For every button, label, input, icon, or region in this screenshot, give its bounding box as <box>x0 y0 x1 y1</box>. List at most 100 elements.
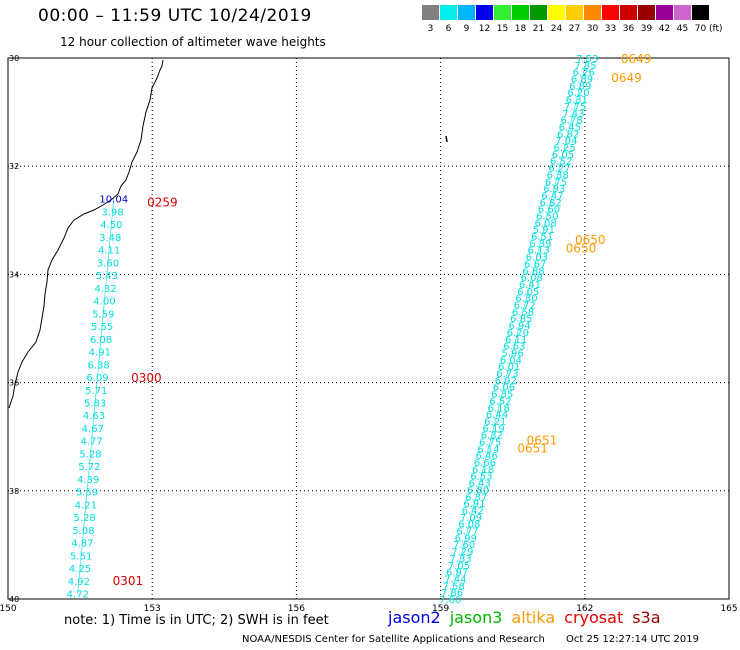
page-title: 00:00 – 11:59 UTC 10/24/2019 <box>38 6 312 26</box>
swh-value: 6.13 <box>528 246 550 257</box>
swh-value: 4.21 <box>75 500 97 511</box>
lat-tick-label: 38 <box>9 487 19 496</box>
swh-value: 6.39 <box>529 239 551 250</box>
legend-swatch-27 <box>566 5 583 20</box>
legend-unit: (ft) <box>709 24 723 34</box>
swh-value: 7.29 <box>451 547 473 558</box>
legend-swatch-45 <box>674 5 691 20</box>
island-marker <box>445 135 448 143</box>
swh-value: 6.08 <box>90 335 112 346</box>
swh-value: 6.42 <box>462 506 484 517</box>
swh-value: 6.94 <box>508 321 530 332</box>
swh-value: 7.43 <box>562 109 584 120</box>
swh-value: 6.92 <box>495 376 517 387</box>
satellite-altika: altika <box>511 608 556 627</box>
legend-swatch-39 <box>638 5 655 20</box>
swh-value: 5.55 <box>91 322 113 333</box>
lat-tick-label: 40 <box>9 595 19 604</box>
swh-value: 7.05 <box>448 561 470 572</box>
legend-swatch-12 <box>476 5 493 20</box>
lat-tick-label: 32 <box>9 162 19 171</box>
map-frame <box>7 57 730 600</box>
credit-text: NOAA/NESDIS Center for Satellite Applica… <box>242 634 545 645</box>
swh-value: 6.41 <box>519 280 541 291</box>
swh-value: 7.44 <box>444 574 466 585</box>
swh-value: 6.08 <box>534 218 556 229</box>
credit-line: NOAA/NESDIS Center for Satellite Applica… <box>242 634 717 645</box>
footnote: note: 1) Time is in UTC; 2) SWH is in fe… <box>64 613 329 628</box>
swh-value: 6.89 <box>569 81 591 92</box>
swh-value: 6.80 <box>467 485 489 496</box>
swh-value: 5.59 <box>92 309 114 320</box>
swh-value: 6.82 <box>540 198 562 209</box>
legend-label-42: 42 <box>658 24 671 34</box>
satellite-jason2: jason2 <box>388 608 441 627</box>
swh-value: 6.97 <box>446 568 468 579</box>
legend-swatch-21 <box>530 5 547 20</box>
swh-value: 6.25 <box>554 143 576 154</box>
swh-value: 3.98 <box>101 207 123 218</box>
swh-value: 4.77 <box>81 437 103 448</box>
legend-label-24: 24 <box>550 24 563 34</box>
swh-value: 6.21 <box>484 417 506 428</box>
swh-value: 4.87 <box>71 539 93 550</box>
swh-value: 5.51 <box>70 551 92 562</box>
legend-label-3: 3 <box>427 24 434 34</box>
swh-value: 6.45 <box>559 122 581 133</box>
swh-value: 6.51 <box>531 232 553 243</box>
track-line <box>449 57 588 600</box>
legend-swatch-24 <box>548 5 565 20</box>
legend-swatch-15 <box>494 5 511 20</box>
legend-swatch-18 <box>512 5 529 20</box>
swh-value: 6.72 <box>514 301 536 312</box>
swh-value: 4.39 <box>77 475 99 486</box>
swh-value: 5.83 <box>84 398 106 409</box>
track-altika: 7.537.356.266.896.896.206.317.757.436.78… <box>439 52 651 606</box>
time-label: 0649 <box>621 52 652 66</box>
generated-timestamp: Oct 25 12:27:14 UTC 2019 <box>566 634 699 645</box>
swh-value: 6.66 <box>474 458 496 469</box>
axis-ticks: 150 153 156 159 162 165 30 32 34 36 38 40 <box>0 54 738 614</box>
swh-value: 7.58 <box>443 581 465 592</box>
legend-label-70: 70 <box>694 24 707 34</box>
legend-swatch-30 <box>584 5 601 20</box>
swh-value: 6.38 <box>547 170 569 181</box>
lon-tick-label: 159 <box>432 604 449 614</box>
swh-value: 7.53 <box>576 54 598 65</box>
swh-value: 6.18 <box>472 465 494 476</box>
legend-swatch-42 <box>656 5 673 20</box>
lon-tick-label: 156 <box>288 604 305 614</box>
swh-value: 5.72 <box>78 462 100 473</box>
swh-value: 6.88 <box>522 266 544 277</box>
swh-value: 6.60 <box>538 205 560 216</box>
swh-value: 6.08 <box>521 273 543 284</box>
lon-tick-label: 153 <box>144 604 161 614</box>
legend-swatch-70 <box>692 5 709 20</box>
swh-value: 5.08 <box>72 526 94 537</box>
swh-value: 6.19 <box>482 424 504 435</box>
swh-value: 4.25 <box>69 564 91 575</box>
swh-value: 7.86 <box>441 588 463 599</box>
swh-value: 7.60 <box>453 540 475 551</box>
swh-value: 6.06 <box>493 383 515 394</box>
legend-label-30: 30 <box>586 24 599 34</box>
swh-value: 6.08 <box>458 520 480 531</box>
swh-value: 6.63 <box>503 342 525 353</box>
swh-value: 6.52 <box>489 396 511 407</box>
legend-swatch-3 <box>422 5 439 20</box>
swh-value: 6.37 <box>465 492 487 503</box>
swh-value: 5.71 <box>85 386 107 397</box>
page-subtitle: 12 hour collection of altimeter wave hei… <box>60 35 326 49</box>
swh-value: 6.20 <box>507 328 529 339</box>
legend-label-36: 36 <box>622 24 635 34</box>
swh-value: 6.05 <box>552 150 574 161</box>
swh-value: 4.11 <box>98 246 120 257</box>
satellite-cryosat: cryosat <box>564 608 624 627</box>
swh-value: 6.09 <box>86 373 108 384</box>
swh-value: 4.91 <box>89 348 111 359</box>
swh-value: 5.28 <box>79 449 101 460</box>
swh-value: 6.82 <box>557 129 579 140</box>
swh-value: 6.85 <box>510 314 532 325</box>
track-line <box>77 198 115 594</box>
